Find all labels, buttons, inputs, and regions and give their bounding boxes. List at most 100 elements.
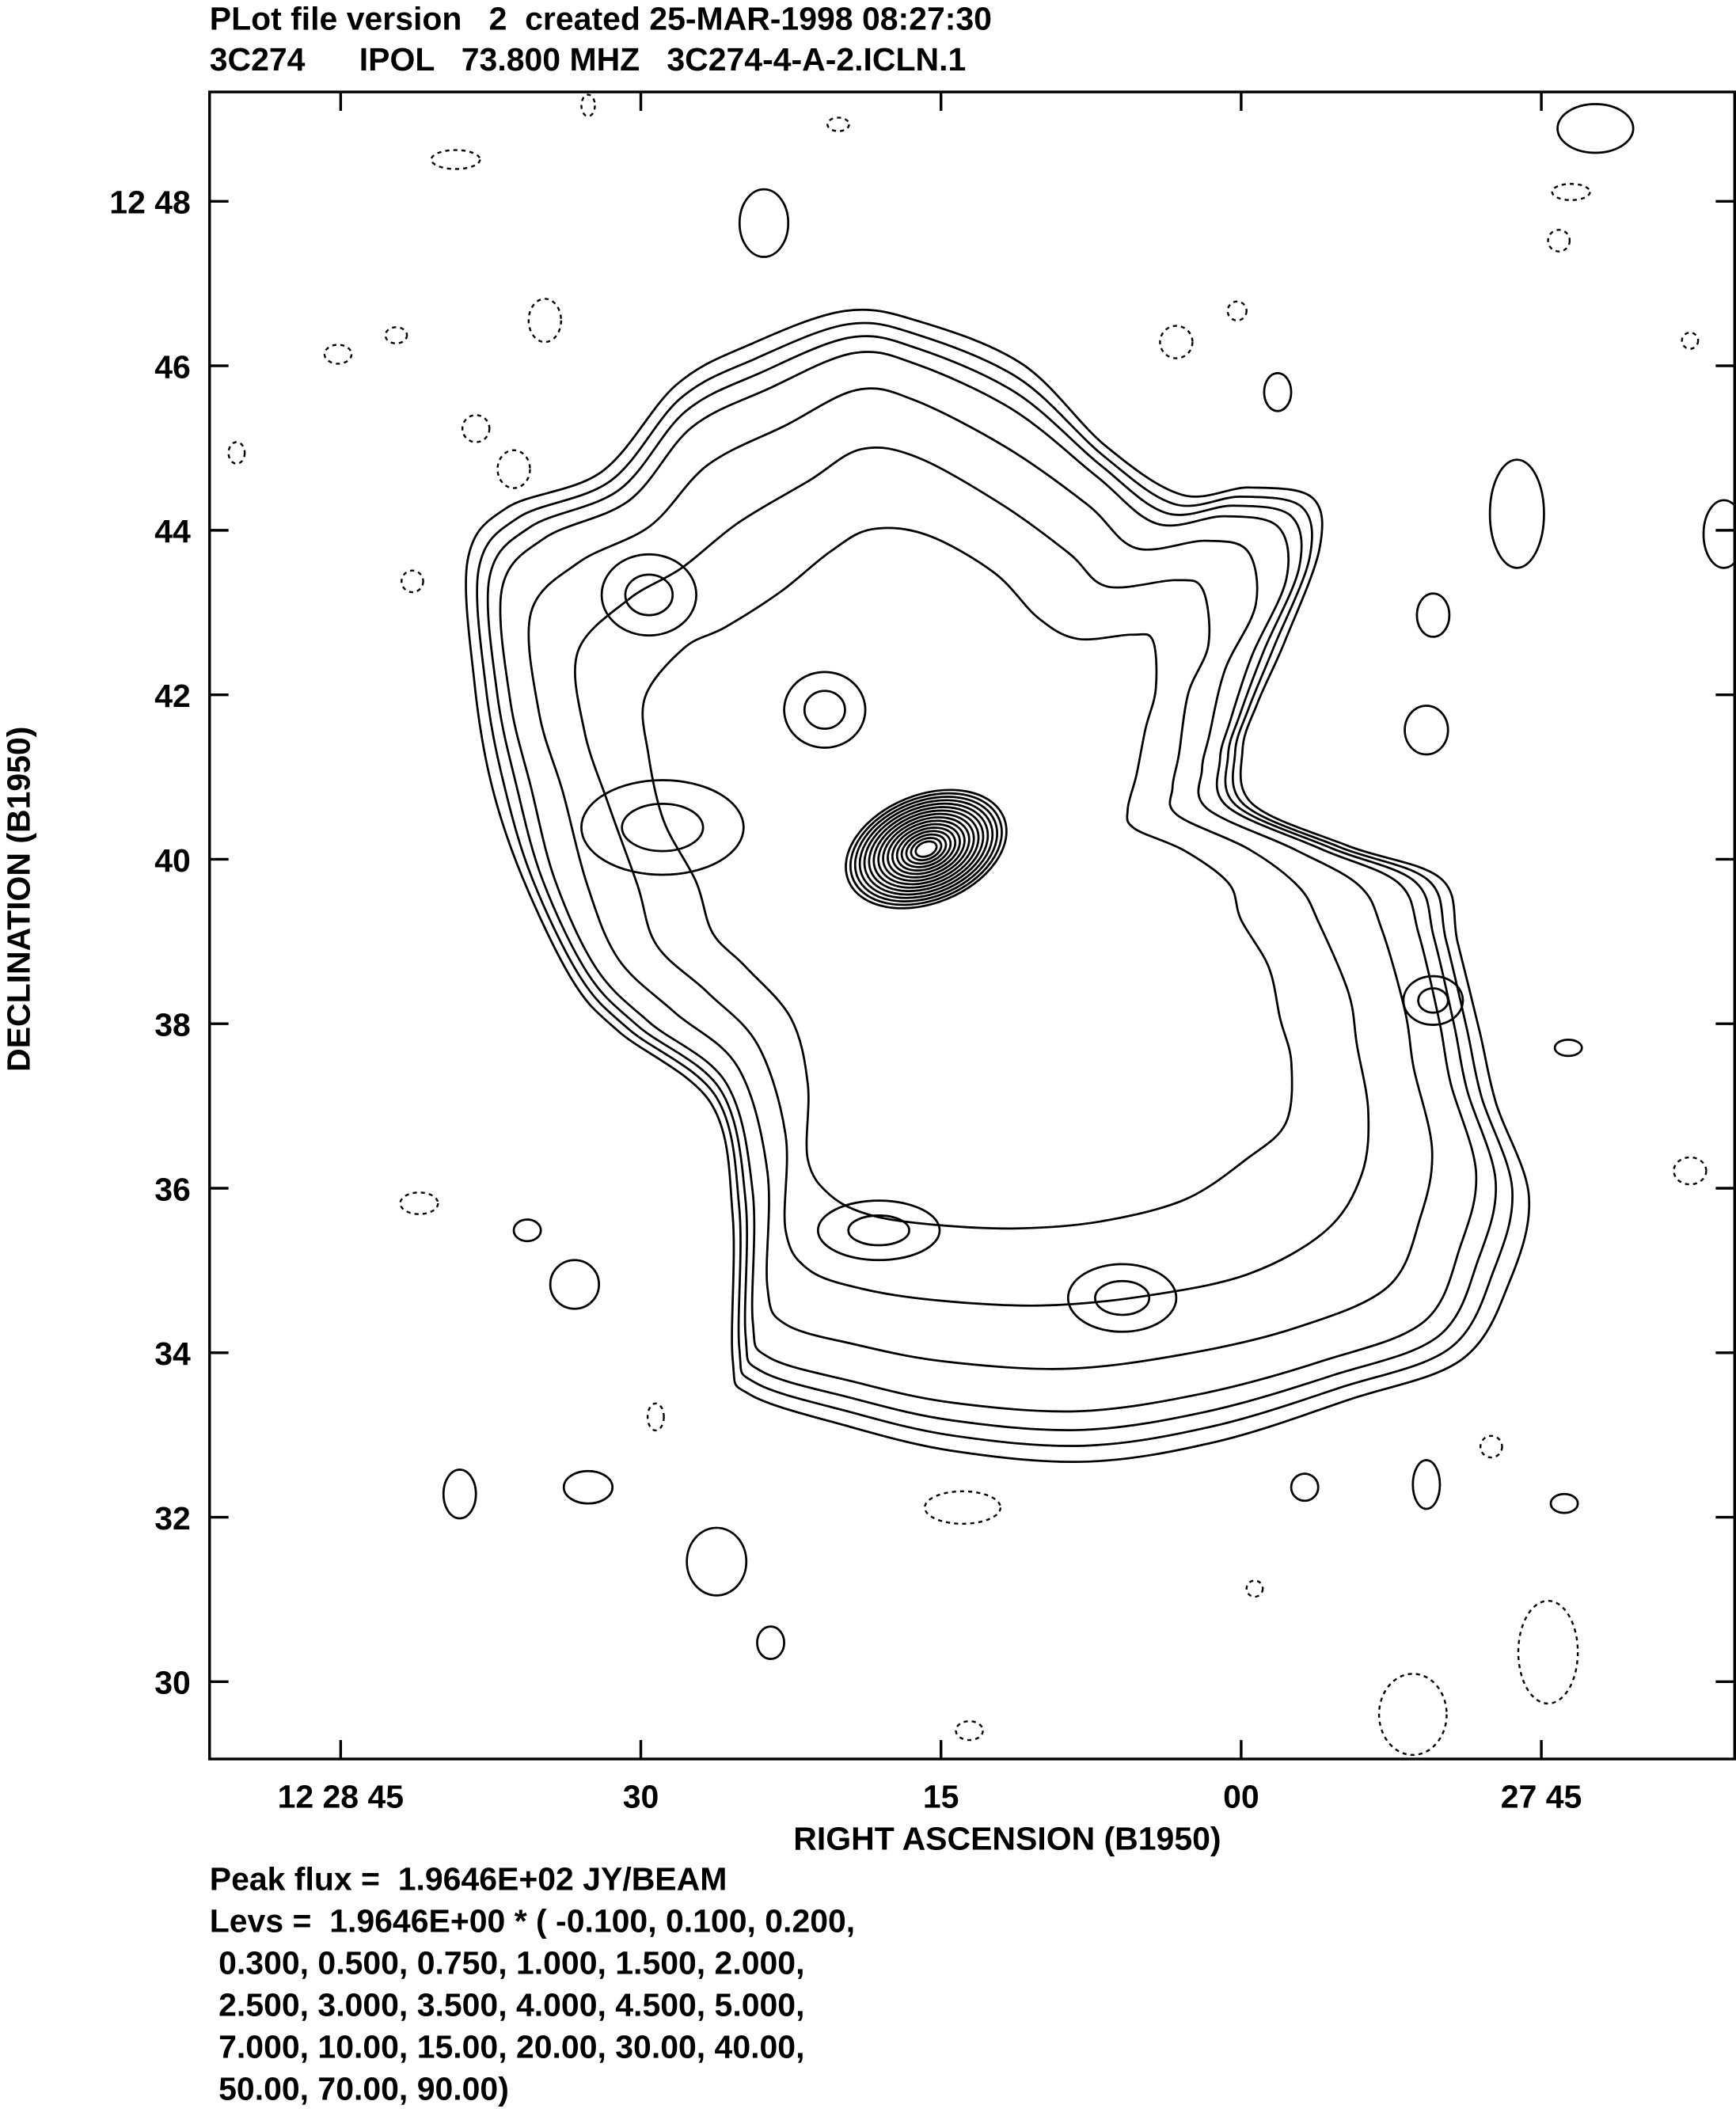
contour: [872, 809, 980, 889]
contour: [1094, 1279, 1151, 1316]
contour: [621, 802, 705, 853]
x-tick-label: 12 28 45: [278, 1778, 404, 1814]
y-tick-label: 42: [154, 678, 191, 714]
contour: [1415, 592, 1451, 638]
contour: [486, 335, 1498, 1431]
y-tick-label: 40: [154, 842, 191, 879]
y-tick-label: 30: [154, 1665, 191, 1701]
contour: [845, 788, 1008, 910]
contour: [1549, 1492, 1579, 1514]
contour: [600, 553, 697, 637]
contour: [1488, 458, 1545, 569]
contour: [1553, 1039, 1583, 1058]
plot-frame: [208, 90, 1736, 1761]
contour: [895, 826, 957, 872]
annotation: Levs = 1.9646E+00 * ( -0.100, 0.100, 0.2…: [210, 1903, 855, 1940]
contour: [512, 1218, 542, 1243]
contour: [580, 779, 745, 876]
contour: [853, 796, 998, 903]
contour: [803, 690, 846, 730]
contour: [1263, 372, 1293, 412]
contour: [686, 1526, 748, 1597]
contour-negative: [384, 326, 408, 345]
contour: [847, 1214, 910, 1247]
contour: [1290, 1472, 1320, 1503]
contour-negative: [1479, 1434, 1503, 1459]
contour: [1702, 499, 1736, 569]
contour-negative: [1159, 325, 1194, 359]
contour-negative: [1547, 229, 1571, 253]
y-tick-label: 38: [154, 1007, 191, 1043]
annotation: 2.500, 3.000, 3.500, 4.000, 4.500, 5.000…: [210, 1986, 805, 2023]
contour: [738, 188, 790, 258]
contour-negative: [496, 449, 531, 489]
annotation: 7.000, 10.00, 15.00, 20.00, 30.00, 40.00…: [210, 2028, 805, 2065]
y-tick-label: 12 48: [109, 184, 191, 221]
contour-negative: [527, 298, 563, 344]
y-tick-label: 44: [154, 513, 191, 549]
contour: [1066, 1263, 1178, 1333]
annotation: 0.300, 0.500, 0.750, 1.000, 1.500, 2.000…: [210, 1945, 805, 1981]
contour-negative: [1377, 1673, 1448, 1757]
contour-negative: [1681, 331, 1700, 350]
contour: [877, 812, 975, 886]
y-tick-label: 36: [154, 1171, 191, 1207]
contour: [641, 526, 1293, 1230]
contour: [868, 806, 985, 892]
contour: [914, 840, 938, 858]
contour: [562, 1469, 614, 1505]
contour: [476, 321, 1514, 1447]
contour: [816, 1199, 941, 1262]
x-tick-label: 00: [1223, 1778, 1259, 1814]
x-tick-label: 30: [623, 1778, 659, 1814]
contour: [1411, 1459, 1442, 1510]
contour-negative: [1551, 183, 1591, 201]
contour: [1556, 103, 1635, 154]
contour: [849, 792, 1003, 906]
contour: [882, 816, 971, 882]
contour-negative: [1245, 1579, 1264, 1598]
y-tick-label: 32: [154, 1500, 191, 1537]
contour: [574, 446, 1370, 1307]
contour-negative: [580, 93, 596, 118]
contour: [1404, 705, 1449, 756]
contour-negative: [461, 414, 491, 443]
contour-negative: [401, 569, 424, 594]
contour: [858, 799, 994, 899]
contour-negative: [399, 1191, 439, 1215]
chart-subtitle: 3C274 IPOL 73.800 MHZ 3C274-4-A-2.ICLN.1: [210, 41, 967, 78]
contour-negative: [323, 344, 353, 365]
contour-negative: [955, 1719, 984, 1742]
annotation: Peak flux = 1.9646E+02 JY/BEAM: [210, 1861, 727, 1898]
contour-negative: [430, 149, 481, 170]
contour: [783, 671, 867, 749]
contour: [905, 833, 948, 865]
contour: [900, 830, 952, 868]
x-tick-label: 27 45: [1501, 1778, 1582, 1814]
contour-negative: [1517, 1599, 1579, 1705]
contour: [887, 819, 966, 879]
contour: [465, 308, 1531, 1464]
contour-negative: [826, 116, 850, 132]
contour-negative: [227, 441, 246, 465]
contour: [910, 837, 943, 861]
contour: [442, 1468, 477, 1520]
contour: [1417, 987, 1449, 1014]
contour: [863, 802, 990, 896]
y-tick-label: 46: [154, 348, 191, 385]
contour: [891, 823, 961, 876]
contour: [624, 573, 674, 617]
contour-negative: [1226, 300, 1248, 321]
chart-title: PLot file version 2 created 25-MAR-1998 …: [210, 1, 992, 37]
x-tick-label: 15: [923, 1778, 959, 1814]
contour: [756, 1625, 785, 1660]
contour: [527, 387, 1434, 1370]
y-tick-label: 34: [154, 1335, 191, 1372]
y-axis-label: DECLINATION (B1950): [1, 727, 37, 1072]
contour: [549, 1259, 600, 1310]
contour-map: [227, 93, 1736, 1757]
contour-negative: [1673, 1156, 1708, 1186]
x-axis-label: RIGHT ASCENSION (B1950): [793, 1820, 1221, 1856]
